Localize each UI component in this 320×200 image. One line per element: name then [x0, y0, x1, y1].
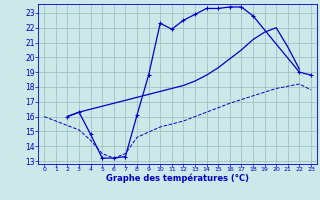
X-axis label: Graphe des températures (°C): Graphe des températures (°C) — [106, 174, 249, 183]
